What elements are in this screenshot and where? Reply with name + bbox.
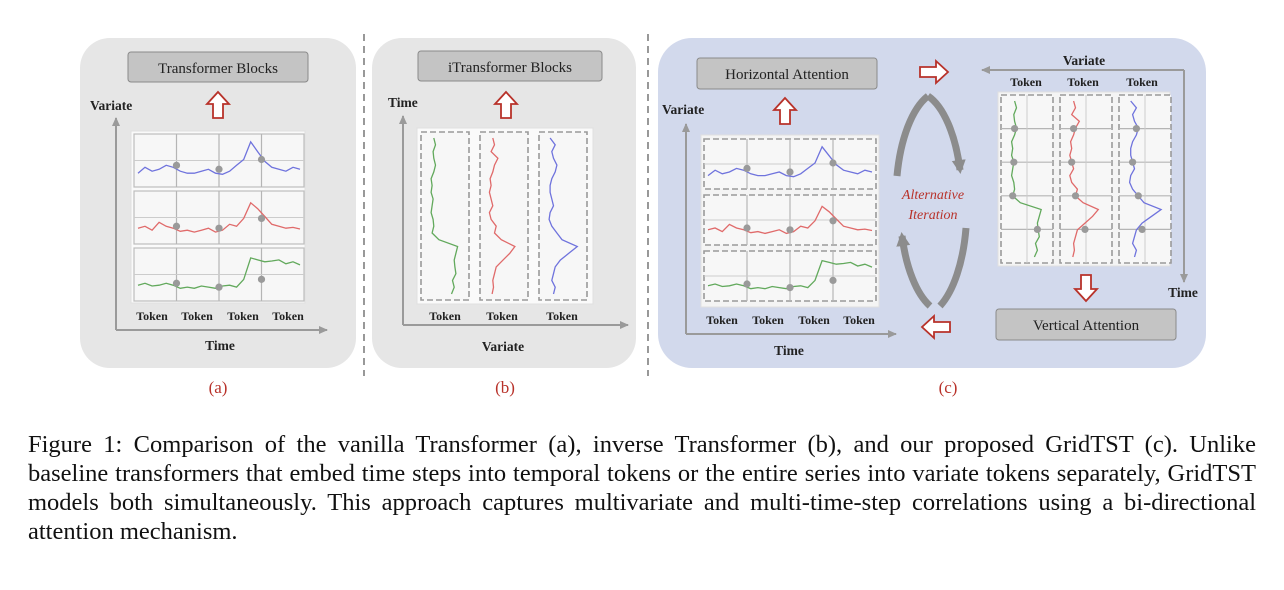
vertical-attention-label: Vertical Attention (1033, 318, 1140, 334)
panel-c-right-side-axis-label: Time (1168, 285, 1198, 300)
panel-c-right-token-labels: Token Token Token (1010, 75, 1158, 89)
token-point (1129, 158, 1137, 166)
token-label: Token (486, 309, 518, 323)
series-line (707, 145, 873, 178)
panel-c-tag: (c) (939, 378, 958, 397)
series-column-box (538, 131, 588, 301)
token-label: Token (429, 309, 461, 323)
token-point (786, 226, 794, 234)
token-point (172, 161, 181, 169)
token-point (172, 279, 181, 287)
token-point (829, 217, 837, 225)
token-label: Token (1126, 75, 1158, 89)
cycle-arc-left (896, 232, 933, 309)
token-point (743, 164, 751, 172)
panel-a-tag: (a) (209, 378, 228, 397)
panel-b-token-labels: Token Token Token (429, 309, 578, 323)
token-label: Token (752, 313, 784, 327)
panel-a-x-axis-label: Time (205, 338, 235, 353)
token-point (1011, 125, 1019, 133)
token-point (257, 275, 266, 283)
panel-b: iTransformer Blocks Time Variate Token T… (388, 50, 629, 397)
panel-a: Transformer Blocks Variate Time Token To… (90, 51, 328, 397)
down-arrow-icon (1072, 274, 1100, 303)
series-line (488, 137, 516, 295)
vertical-attention-box (995, 308, 1177, 341)
panel-c-left-y-axis-label: Variate (662, 102, 704, 117)
figure-1: Transformer Blocks Variate Time Token To… (80, 34, 1206, 397)
token-point (257, 155, 266, 164)
horizontal-attention-box (696, 57, 878, 90)
token-label: Token (272, 309, 304, 323)
token-point (215, 283, 223, 291)
token-point (743, 280, 751, 288)
series-line (430, 137, 459, 295)
cycle-label-line1: Alternative (901, 188, 964, 203)
transformer-blocks-box (127, 51, 309, 83)
itransformer-blocks-label: iTransformer Blocks (448, 60, 572, 76)
alternative-iteration-cycle: Alternative Iteration (893, 93, 970, 309)
token-point (172, 222, 181, 230)
token-label: Token (227, 309, 259, 323)
token-point (1009, 192, 1017, 200)
itransformer-blocks-box (417, 50, 603, 82)
token-point (829, 159, 837, 167)
panel-c-right-top-axis-label: Variate (1063, 53, 1105, 68)
right-arrow-icon (919, 58, 950, 86)
panel-a-y-axis-label: Variate (90, 98, 132, 113)
token-point (1010, 158, 1018, 166)
token-point (1068, 158, 1076, 166)
panel-c-left-grid (703, 138, 877, 302)
token-point (1138, 225, 1146, 233)
cycle-label-line2: Iteration (908, 208, 958, 223)
figure-caption: Figure 1: Comparison of the vanilla Tran… (28, 431, 1256, 545)
token-label: Token (1067, 75, 1099, 89)
panel-c-left-x-axis-label: Time (774, 343, 804, 358)
token-point (257, 214, 266, 223)
token-point (829, 276, 837, 284)
series-line (548, 137, 579, 295)
token-point (215, 224, 223, 232)
token-label: Token (546, 309, 578, 323)
panel-b-y-axis-label: Time (388, 95, 418, 110)
panel-b-tag: (b) (495, 378, 515, 397)
cycle-arc-right-lower (937, 227, 970, 309)
token-point (743, 224, 751, 232)
token-point (1071, 192, 1080, 200)
token-point (786, 284, 794, 292)
series-line (137, 140, 301, 175)
horizontal-attention-label: Horizontal Attention (725, 67, 849, 83)
up-arrow-icon (492, 90, 520, 119)
token-label: Token (843, 313, 875, 327)
token-point (786, 168, 794, 176)
cycle-arc-right (925, 93, 966, 174)
panel-b-grid (420, 131, 588, 301)
token-point (1134, 192, 1142, 200)
transformer-blocks-label: Transformer Blocks (158, 61, 278, 77)
cycle-arc-left-upper (893, 93, 931, 177)
token-point (1070, 125, 1078, 133)
token-label: Token (136, 309, 168, 323)
series-column-box (420, 131, 470, 301)
left-arrow-icon (920, 313, 951, 341)
token-label: Token (181, 309, 213, 323)
panel-c-left-token-labels: Token Token Token Token (706, 313, 875, 327)
panel-a-grid (133, 133, 305, 302)
panel-c-right-grid (1000, 94, 1172, 264)
token-point (1081, 225, 1089, 233)
series-column-box (479, 131, 529, 301)
up-arrow-icon (204, 90, 232, 119)
token-label: Token (1010, 75, 1042, 89)
up-arrow-icon (771, 96, 799, 125)
token-label: Token (798, 313, 830, 327)
panel-c: Horizontal Attention Variate Time Token … (662, 53, 1198, 397)
token-point (1033, 225, 1041, 233)
panel-a-token-labels: Token Token Token Token (136, 309, 304, 323)
token-point (215, 165, 223, 173)
token-label: Token (706, 313, 738, 327)
panel-b-x-axis-label: Variate (482, 339, 524, 354)
token-point (1132, 125, 1140, 133)
